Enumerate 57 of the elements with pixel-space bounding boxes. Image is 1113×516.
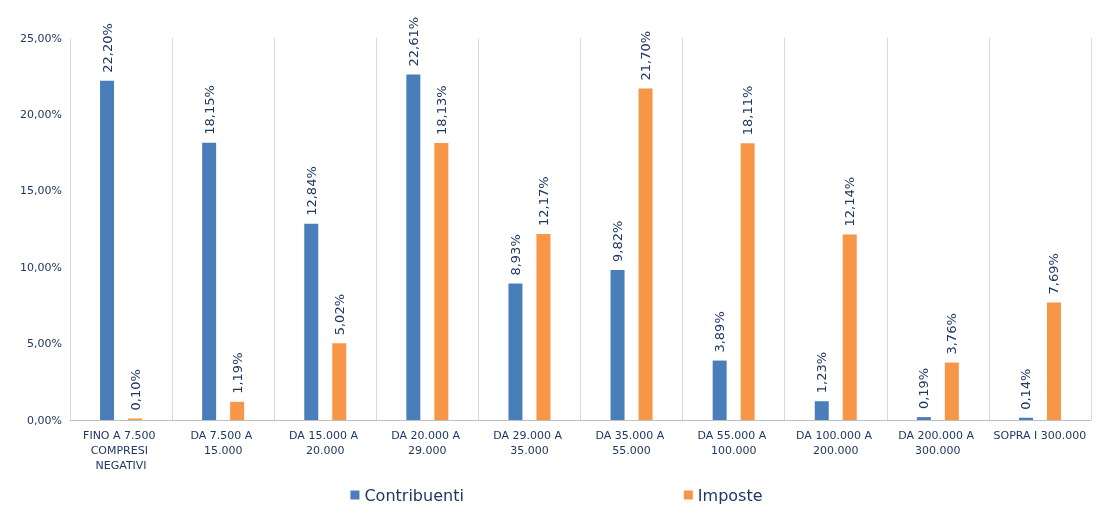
bar: [508, 283, 523, 420]
y-tick-label: 10,00%: [20, 260, 62, 274]
data-label: 22,20%: [99, 23, 115, 73]
legend-label: Contribuenti: [364, 485, 464, 505]
bar: [536, 234, 551, 420]
y-tick-label: 15,00%: [20, 184, 62, 198]
bar: [740, 143, 755, 420]
data-label: 12,17%: [535, 176, 551, 227]
x-tick-label: DA 29.000 A 35.000: [493, 429, 566, 457]
data-label: 12,14%: [842, 176, 858, 227]
x-tick-label: DA 100.000 A 200.000: [796, 429, 876, 457]
x-tick-label: DA 7.500 A 15.000: [190, 429, 256, 457]
x-tick-label: SOPRA I 300.000: [993, 429, 1087, 442]
data-label: 3,76%: [944, 313, 960, 355]
data-label: 5,02%: [331, 293, 347, 336]
bar: [202, 142, 217, 420]
x-tick-label: DA 15.000 A 20.000: [289, 429, 362, 457]
data-label: 1,19%: [229, 352, 245, 394]
bar: [916, 417, 931, 420]
data-label: 0,10%: [127, 369, 143, 411]
y-tick-label: 20,00%: [20, 107, 62, 121]
data-label: 3,89%: [712, 311, 728, 353]
legend-label: Imposte: [697, 485, 763, 505]
y-tick-label: 25,00%: [20, 31, 62, 45]
bar: [1018, 417, 1033, 420]
bar: [434, 142, 449, 420]
y-tick-label: 5,00%: [27, 337, 62, 351]
bar: [944, 362, 959, 420]
data-label: 1,23%: [814, 351, 830, 394]
data-label: 18,11%: [740, 85, 756, 136]
data-label: 0,19%: [916, 367, 932, 410]
bar: [712, 360, 727, 420]
data-label: 8,93%: [507, 234, 523, 276]
x-tick-label: DA 20.000 A 29.000: [391, 429, 464, 457]
bar: [1046, 302, 1061, 420]
bar: [638, 88, 653, 420]
x-tick-label: DA 35.000 A 55.000: [595, 429, 668, 457]
data-label: 12,84%: [303, 166, 319, 216]
data-label: 22,61%: [405, 16, 421, 67]
bar: [332, 343, 347, 420]
data-label: 0,14%: [1018, 368, 1034, 410]
data-label: 18,13%: [433, 85, 449, 135]
bar: [406, 74, 421, 420]
data-label: 7,69%: [1046, 253, 1062, 295]
bar: [814, 401, 829, 420]
bar: [842, 234, 857, 420]
x-tick-label: DA 55.000 A 100.000: [697, 429, 770, 457]
data-label: 21,70%: [638, 30, 654, 81]
y-tick-label: 0,00%: [27, 413, 62, 427]
x-tick-label: FINO A 7.500 COMPRESI NEGATIVI: [83, 429, 160, 472]
bar: [230, 401, 245, 420]
bar: [610, 269, 625, 420]
bar: [100, 80, 115, 420]
data-label: 18,15%: [201, 85, 217, 135]
data-label: 9,82%: [610, 220, 626, 262]
x-tick-label: DA 200.000 A 300.000: [898, 429, 978, 457]
bar: [304, 223, 319, 420]
